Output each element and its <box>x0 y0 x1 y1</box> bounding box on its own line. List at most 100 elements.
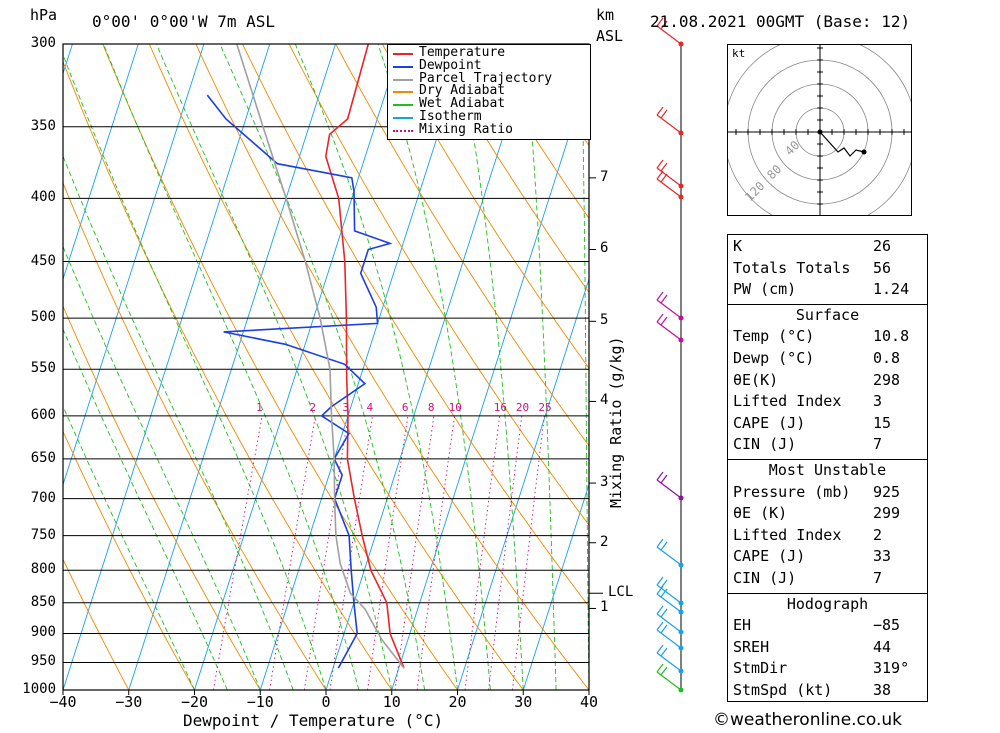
wind-barb-feather <box>660 316 668 326</box>
wind-barb <box>656 114 682 134</box>
x-tick-label: 30 <box>514 693 533 711</box>
x-axis-label: Dewpoint / Temperature (°C) <box>183 711 444 730</box>
pressure-tick-label: 850 <box>30 593 56 610</box>
km-tick-label: 7 <box>600 168 609 185</box>
isotherm-line <box>63 44 271 690</box>
index-label: Dewp (°C) <box>733 349 815 367</box>
wind-barb-feather <box>660 608 668 618</box>
pressure-tick-label: 950 <box>30 653 56 670</box>
index-row: θE (K) 299 <box>728 504 927 525</box>
index-row: Pressure (mb) 925 <box>728 483 927 504</box>
legend-swatch <box>393 104 413 107</box>
lcl-label: LCL <box>608 584 634 601</box>
isotherm-line <box>0 7 19 716</box>
wind-barb-feather <box>660 294 668 304</box>
index-row: CAPE (J) 15 <box>728 414 927 435</box>
mixing-ratio-line <box>303 415 349 690</box>
wind-level-dot <box>678 315 684 321</box>
hodograph-trace <box>819 131 865 157</box>
legend-entry: Temperature <box>388 45 588 60</box>
legend-label: Temperature <box>419 45 506 60</box>
km-tick-label: 2 <box>600 533 609 550</box>
wind-barb-feather <box>656 605 664 615</box>
wet-adiabat-line <box>63 245 261 690</box>
index-label: CAPE (J) <box>733 413 806 432</box>
wind-barb-feather <box>660 624 668 634</box>
mixing-ratio-label: 3 <box>342 400 349 414</box>
isotherm-line <box>194 44 402 690</box>
pressure-tick-label: 400 <box>30 189 56 206</box>
pressure-tick-label: 550 <box>30 360 56 377</box>
index-row: EH −85 <box>728 616 927 637</box>
legend-entry: Mixing Ratio <box>388 121 588 137</box>
index-label: CIN (J) <box>733 569 797 587</box>
wet-adiabat-line <box>63 53 327 690</box>
legend-swatch <box>393 117 413 119</box>
wind-barb-feather <box>656 644 664 654</box>
mixing-ratio-label: 4 <box>366 400 374 414</box>
km-tick-label: 1 <box>600 599 609 616</box>
x-tick-label: −20 <box>180 693 209 711</box>
hodograph-ring-label: 80 <box>764 162 784 182</box>
location-label: 0°00' 0°00'W 7m ASL <box>92 12 276 31</box>
index-row: CIN (J) 7 <box>728 569 927 590</box>
legend-swatch <box>393 53 413 55</box>
pressure-tick-label: 450 <box>30 252 56 269</box>
wind-barb-feather <box>660 588 668 598</box>
wind-barb <box>656 178 682 198</box>
mixing-ratio-line <box>512 415 545 690</box>
dry-adiabat-line <box>102 44 458 690</box>
legend-entry: Dry Adiabat <box>388 83 588 98</box>
mixing-ratio-label: 10 <box>448 400 462 414</box>
index-value: 298 <box>873 370 901 389</box>
pressure-tick-label: 350 <box>30 117 56 134</box>
index-row: StmSpd (kt) 38 <box>728 681 927 702</box>
x-tick-label: −10 <box>246 693 274 711</box>
sounding-series <box>206 44 405 669</box>
x-tick-label: 40 <box>579 693 599 711</box>
pressure-tick-label: 900 <box>30 624 56 641</box>
index-row: PW (cm) 1.24 <box>728 280 927 301</box>
mixing-ratio-label: 2 <box>309 400 316 414</box>
legend-label: Dewpoint <box>419 57 482 73</box>
wind-barb-feather <box>656 106 664 116</box>
index-label: CAPE (J) <box>733 547 806 566</box>
legend-entry: Wet Adiabat <box>388 96 588 112</box>
index-value: 15 <box>873 413 892 432</box>
legend-label: Wet Adiabat <box>419 96 506 112</box>
mixing-ratio-line <box>367 415 409 690</box>
isotherm-line <box>457 277 589 690</box>
wind-barb <box>656 652 682 672</box>
wind-barb <box>656 479 682 499</box>
legend: Temperature Dewpoint Parcel Trajectory Dry … <box>387 44 591 140</box>
x-tick-label: −30 <box>115 693 143 711</box>
x-tick-label: 0 <box>321 693 331 711</box>
wind-barb-feather <box>656 585 664 595</box>
index-label: PW (cm) <box>733 280 797 299</box>
index-label: Lifted Index <box>733 525 842 544</box>
wind-barb-feather <box>660 20 668 30</box>
index-value: 925 <box>873 482 901 501</box>
section-title: Most Unstable <box>768 461 887 479</box>
legend-label: Mixing Ratio <box>419 121 513 137</box>
wind-barb-feather <box>656 291 664 301</box>
legend-label: Parcel Trajectory <box>419 70 553 86</box>
index-label: SREH <box>733 637 770 656</box>
hodograph-ring-label: 40 <box>782 138 802 158</box>
isotherm-line <box>128 44 336 690</box>
wet-adiabat-line <box>377 44 491 690</box>
wind-level-dot <box>678 130 684 136</box>
mixing-ratio-axis-label: Mixing Ratio (g/kg) <box>607 336 625 508</box>
wind-barb-feather <box>656 538 664 548</box>
dewpoint-line <box>206 94 393 669</box>
dry-adiabat-line <box>335 44 589 447</box>
index-row: SREH 44 <box>728 638 927 659</box>
index-value: 26 <box>873 237 892 255</box>
x-tick-label: 20 <box>448 693 467 711</box>
pressure-tick-label: 650 <box>30 449 56 466</box>
dry-adiabat-line <box>63 60 393 690</box>
wind-barb <box>656 584 682 604</box>
dry-adiabat-line <box>148 44 524 690</box>
wind-barb-feather <box>656 663 664 673</box>
